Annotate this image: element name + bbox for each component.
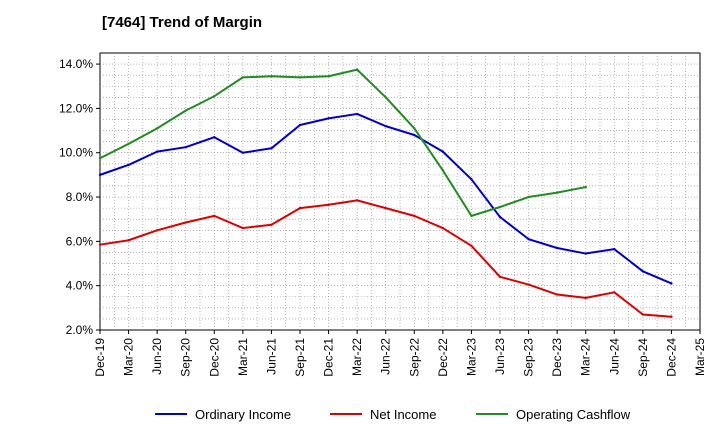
y-tick-label: 10.0% bbox=[59, 146, 93, 160]
net-income-point bbox=[670, 315, 673, 318]
net-income-point bbox=[298, 206, 302, 210]
net-income-point bbox=[384, 206, 387, 210]
x-tick-label: Mar-23 bbox=[464, 338, 478, 376]
operating-cashflow-point bbox=[241, 76, 245, 79]
ordinary-income-point bbox=[527, 237, 530, 241]
net-income-point bbox=[241, 226, 245, 230]
net-income-point bbox=[270, 223, 273, 226]
net-income-point bbox=[155, 229, 159, 232]
x-tick-label: Mar-25 bbox=[693, 338, 707, 376]
ordinary-income-point bbox=[670, 282, 673, 285]
ordinary-income-point bbox=[470, 178, 473, 181]
operating-cashflow-point bbox=[527, 195, 530, 199]
ordinary-income-point bbox=[155, 150, 159, 153]
operating-cashflow-point bbox=[127, 142, 130, 146]
operating-cashflow-point bbox=[584, 185, 587, 189]
net-income-point bbox=[213, 214, 216, 218]
net-income-point bbox=[555, 293, 559, 296]
x-tick-label: Mar-20 bbox=[122, 338, 136, 376]
x-tick-label: Jun-22 bbox=[379, 338, 393, 375]
x-tick-label: Dec-19 bbox=[93, 338, 107, 377]
x-tick-label: Dec-20 bbox=[207, 338, 221, 377]
chart-title: [7464] Trend of Margin bbox=[102, 14, 263, 31]
x-tick-label: Jun-21 bbox=[264, 338, 278, 375]
net-income-point bbox=[327, 203, 330, 206]
operating-cashflow-point bbox=[184, 109, 187, 112]
operating-cashflow-line bbox=[99, 68, 586, 217]
net-income-point bbox=[355, 199, 359, 202]
y-tick-label: 14.0% bbox=[59, 57, 93, 71]
x-tick-label: Sep-20 bbox=[179, 338, 193, 377]
net-income-point bbox=[127, 239, 130, 242]
net-income-point bbox=[413, 214, 416, 218]
ordinary-income-point bbox=[584, 252, 587, 255]
x-tick-label: Sep-24 bbox=[636, 338, 650, 377]
x-tick-label: Jun-24 bbox=[607, 338, 621, 375]
net-income-point bbox=[184, 221, 187, 224]
ordinary-income-point bbox=[241, 151, 245, 154]
net-income-point bbox=[613, 291, 616, 294]
operating-cashflow-point bbox=[413, 127, 416, 130]
x-tick-label: Dec-24 bbox=[664, 338, 678, 377]
ordinary-income-point bbox=[184, 145, 187, 149]
x-tick-label: Sep-23 bbox=[522, 338, 536, 377]
net-income-point bbox=[527, 283, 530, 286]
ordinary-income-point bbox=[327, 117, 330, 120]
ordinary-income-legend-label: Ordinary Income bbox=[195, 407, 291, 422]
operating-cashflow-point bbox=[355, 68, 359, 71]
ordinary-income-point bbox=[641, 270, 645, 273]
ordinary-income-point bbox=[413, 133, 416, 137]
operating-cashflow-point bbox=[155, 127, 159, 130]
operating-cashflow-legend-label: Operating Cashflow bbox=[516, 407, 631, 422]
ordinary-income-point bbox=[355, 112, 359, 116]
ordinary-income-point bbox=[613, 247, 616, 251]
x-tick-label: Sep-22 bbox=[407, 338, 421, 377]
net-income-point bbox=[641, 313, 645, 316]
ordinary-income-point bbox=[441, 150, 445, 153]
ordinary-income-point bbox=[270, 147, 273, 150]
ordinary-income-point bbox=[298, 123, 302, 127]
net-income-point bbox=[470, 244, 473, 247]
operating-cashflow-point bbox=[384, 96, 387, 99]
x-tick-label: Dec-22 bbox=[436, 338, 450, 377]
y-tick-label: 4.0% bbox=[66, 279, 94, 293]
x-tick-label: Mar-21 bbox=[236, 338, 250, 376]
net-income-point bbox=[498, 275, 502, 279]
x-tick-label: Sep-21 bbox=[293, 338, 307, 377]
net-income-legend-label: Net Income bbox=[370, 407, 436, 422]
ordinary-income-point bbox=[127, 163, 130, 167]
operating-cashflow-point bbox=[213, 95, 216, 98]
x-tick-label: Dec-21 bbox=[322, 338, 336, 377]
x-tick-label: Mar-24 bbox=[579, 338, 593, 376]
x-tick-label: Dec-23 bbox=[550, 338, 564, 377]
net-income-point bbox=[98, 243, 102, 246]
operating-cashflow-point bbox=[327, 75, 330, 78]
operating-cashflow-point bbox=[555, 191, 559, 194]
operating-cashflow-point bbox=[498, 205, 502, 209]
ordinary-income-point bbox=[555, 246, 559, 250]
ordinary-income-point bbox=[213, 136, 216, 139]
x-tick-label: Mar-22 bbox=[350, 338, 364, 376]
operating-cashflow-point bbox=[270, 75, 273, 78]
x-tick-label: Jun-23 bbox=[493, 338, 507, 375]
ordinary-income-point bbox=[98, 173, 102, 177]
net-income-point bbox=[441, 226, 445, 230]
x-tick-label: Jun-20 bbox=[150, 338, 164, 375]
ordinary-income-point bbox=[384, 124, 387, 128]
y-tick-label: 6.0% bbox=[66, 234, 94, 248]
operating-cashflow-point bbox=[98, 157, 102, 160]
operating-cashflow-point bbox=[441, 169, 445, 172]
operating-cashflow-point bbox=[298, 76, 302, 79]
y-tick-label: 8.0% bbox=[66, 190, 94, 204]
net-income-point bbox=[584, 296, 587, 300]
y-tick-label: 12.0% bbox=[59, 101, 93, 115]
y-tick-label: 2.0% bbox=[66, 323, 94, 337]
ordinary-income-point bbox=[498, 215, 502, 219]
operating-cashflow-point bbox=[470, 214, 473, 218]
